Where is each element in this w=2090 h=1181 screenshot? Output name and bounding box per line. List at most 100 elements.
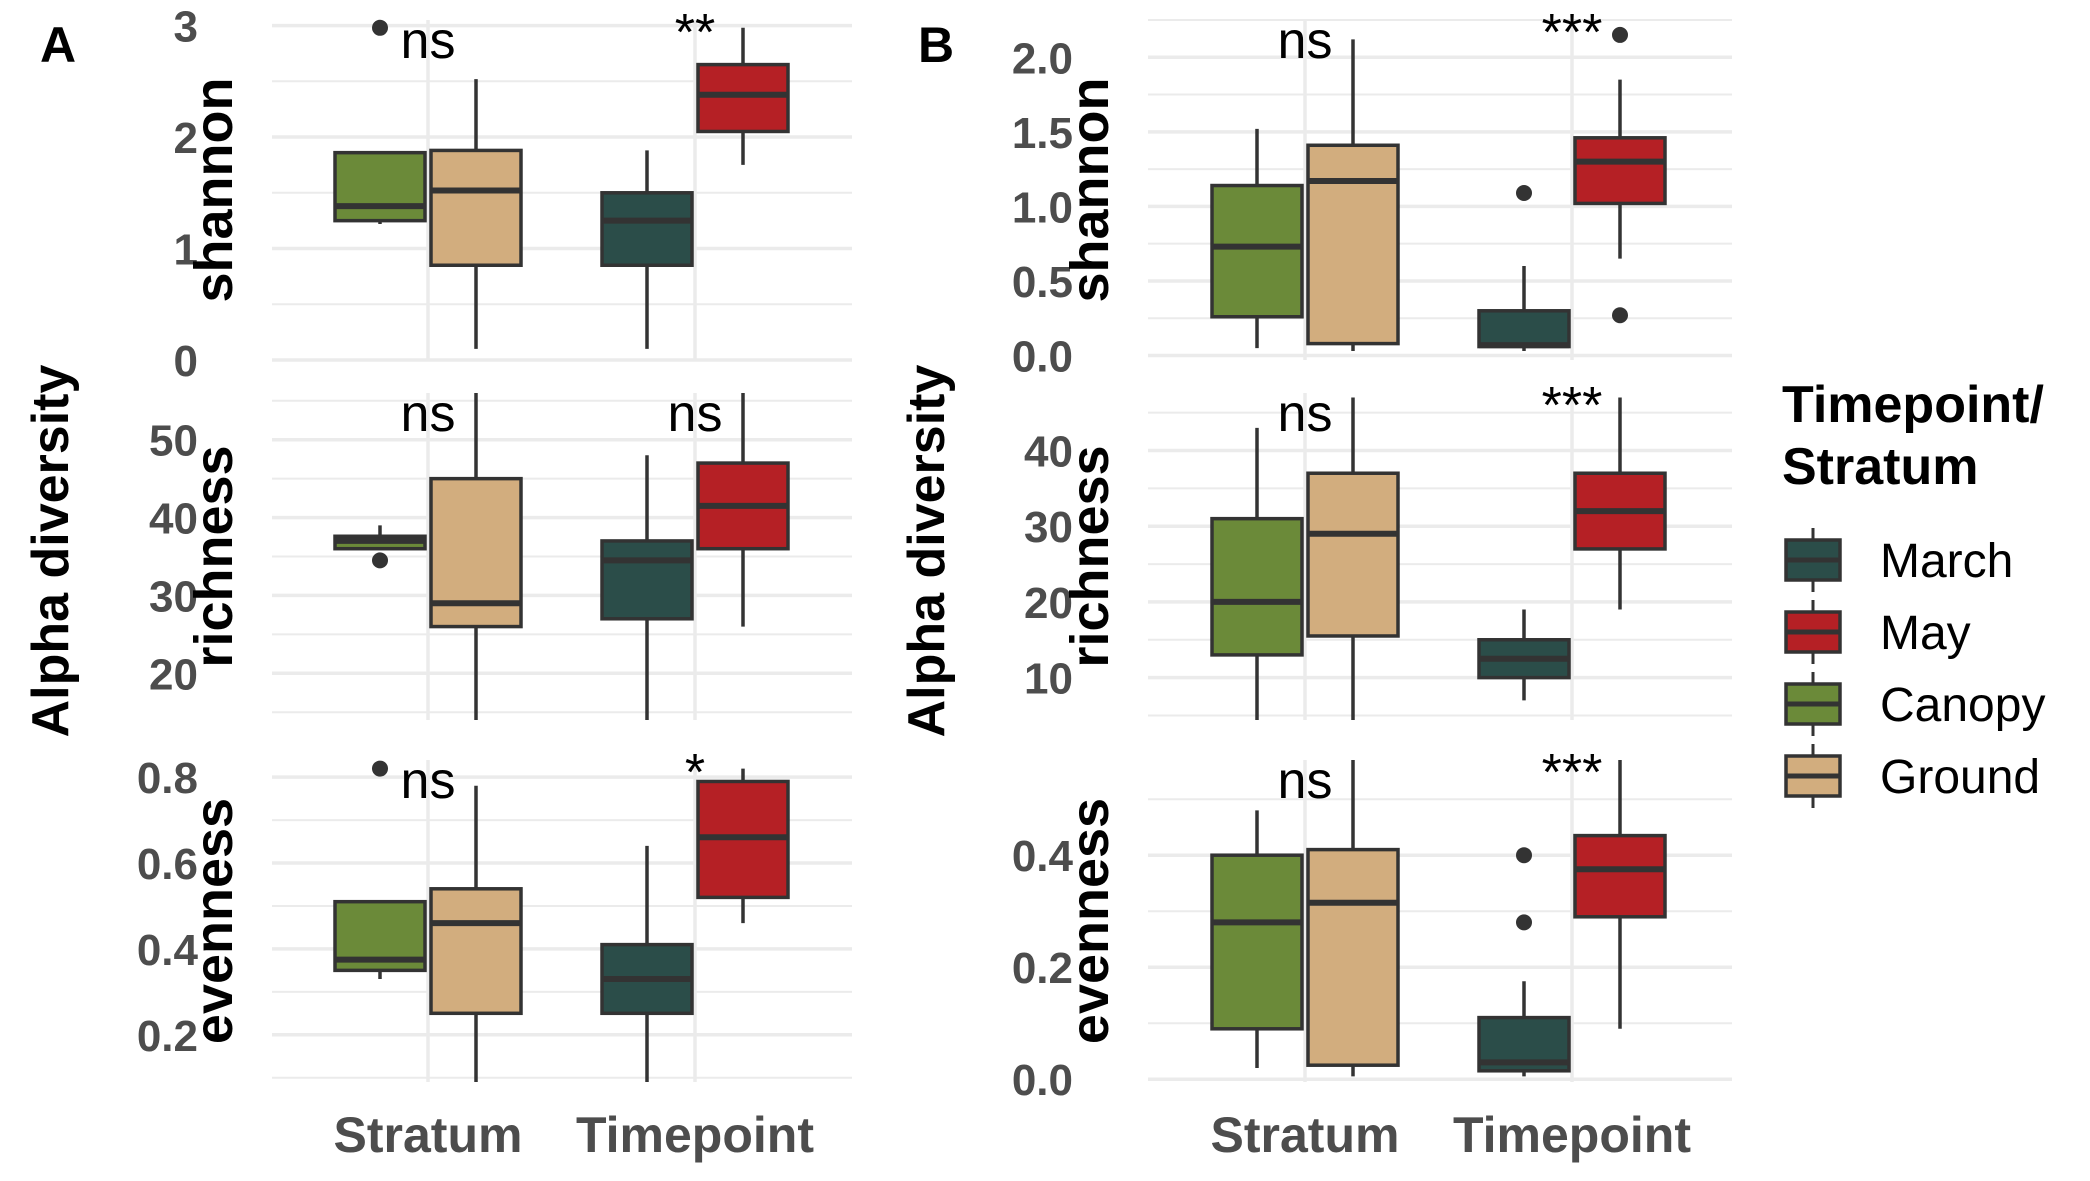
legend-title: Stratum <box>1782 438 1978 496</box>
box-body <box>696 62 790 134</box>
outlier-point <box>1516 914 1532 931</box>
significance-label: *** <box>1542 377 1603 435</box>
significance-label: ns <box>668 385 723 443</box>
y-tick-label: 0.2 <box>137 1012 198 1061</box>
box-march <box>600 455 694 720</box>
box-ground <box>1306 760 1400 1077</box>
box-body <box>1306 471 1400 638</box>
outlier-point <box>1516 184 1532 201</box>
y-tick-label: 30 <box>149 572 198 621</box>
y-tick-label: 0.5 <box>1012 258 1073 307</box>
box-may <box>696 393 790 627</box>
x-tick-label: Timepoint <box>576 1107 814 1163</box>
facet-strip-label: richness <box>184 445 244 667</box>
box-body <box>1306 143 1400 346</box>
panel-a: A Alpha diversity 0 1 2 3 shannon ns ** 20 30 40 50r… <box>22 3 852 1163</box>
significance-label: ns <box>1278 385 1333 443</box>
box-may <box>1573 26 1667 324</box>
box-march <box>1477 184 1571 352</box>
box-body <box>1573 833 1667 919</box>
outlier-point <box>1612 307 1628 324</box>
y-tick-label: 0.4 <box>1012 832 1074 881</box>
box-canopy <box>1210 128 1304 349</box>
y-tick-label: 0.0 <box>1012 1056 1073 1105</box>
box-canopy <box>1210 810 1304 1068</box>
box-ground <box>429 79 523 349</box>
significance-label: ns <box>1278 752 1333 810</box>
legend-item-march: March <box>1784 528 2013 592</box>
box-ground <box>429 785 523 1082</box>
outlier-point <box>1612 26 1628 43</box>
box-march <box>600 150 694 349</box>
y-axis-title: Alpha diversity <box>22 365 80 738</box>
y-tick-label: 0.2 <box>1012 944 1073 993</box>
y-tick-label: 1.0 <box>1012 183 1073 232</box>
significance-label: ns <box>1278 12 1333 70</box>
box-may <box>1573 397 1667 610</box>
facet-strip-label: evenness <box>184 798 244 1044</box>
facet-strip-label: richness <box>1060 445 1120 667</box>
box-canopy <box>333 525 427 569</box>
outlier-point <box>372 552 388 569</box>
legend-item-ground: Ground <box>1784 744 2040 808</box>
y-axis-title: Alpha diversity <box>898 365 956 738</box>
legend-label: May <box>1880 607 1971 660</box>
box-ground <box>1306 39 1400 352</box>
y-tick-label: 20 <box>149 650 198 699</box>
significance-label: ns <box>401 385 456 443</box>
significance-label: ns <box>401 12 456 70</box>
y-tick-label: 0.8 <box>137 754 198 803</box>
x-tick-label: Timepoint <box>1453 1107 1691 1163</box>
y-tick-label: 40 <box>1024 428 1073 477</box>
panel-label: B <box>918 17 954 73</box>
y-tick-label: 40 <box>149 495 198 544</box>
box-may <box>696 768 790 924</box>
box-body <box>333 150 427 223</box>
box-ground <box>429 393 523 720</box>
outlier-point <box>372 760 388 777</box>
box-body <box>1210 853 1304 1031</box>
x-tick-label: Stratum <box>1211 1107 1400 1163</box>
legend-item-canopy: Canopy <box>1784 672 2045 736</box>
legend: Timepoint/Stratum March May Canopy Ground <box>1782 376 2045 808</box>
y-tick-label: 10 <box>1024 655 1073 704</box>
box-body <box>1210 183 1304 319</box>
legend-title: Timepoint/ <box>1782 376 2044 434</box>
box-may <box>696 27 790 165</box>
facet-shannon: 0 1 2 3 shannon ns ** <box>174 3 852 386</box>
panel-label: A <box>40 17 76 73</box>
significance-label: * <box>685 744 705 802</box>
y-tick-label: 20 <box>1024 579 1073 628</box>
legend-label: Ground <box>1880 751 2040 804</box>
box-body <box>429 148 523 267</box>
box-march <box>1477 847 1571 1077</box>
box-ground <box>1306 397 1400 720</box>
box-body <box>1306 847 1400 1067</box>
significance-label: *** <box>1542 4 1603 62</box>
y-tick-label: 0.4 <box>137 926 199 975</box>
legend-item-may: May <box>1784 600 1971 664</box>
legend-label: Canopy <box>1880 679 2045 732</box>
legend-label: March <box>1880 535 2013 588</box>
box-canopy <box>1210 427 1304 720</box>
y-tick-label: 3 <box>174 3 198 52</box>
box-march <box>600 845 694 1082</box>
y-tick-label: 2.0 <box>1012 34 1073 83</box>
box-body <box>600 191 694 267</box>
facet-strip-label: shannon <box>1060 78 1120 303</box>
facet-strip-label: shannon <box>184 78 244 303</box>
outlier-point <box>1516 847 1532 864</box>
y-tick-label: 0.0 <box>1012 333 1073 382</box>
y-tick-label: 1.5 <box>1012 109 1073 158</box>
y-tick-label: 30 <box>1024 503 1073 552</box>
y-tick-label: 50 <box>149 417 198 466</box>
box-canopy <box>333 760 427 979</box>
box-body <box>1573 136 1667 206</box>
